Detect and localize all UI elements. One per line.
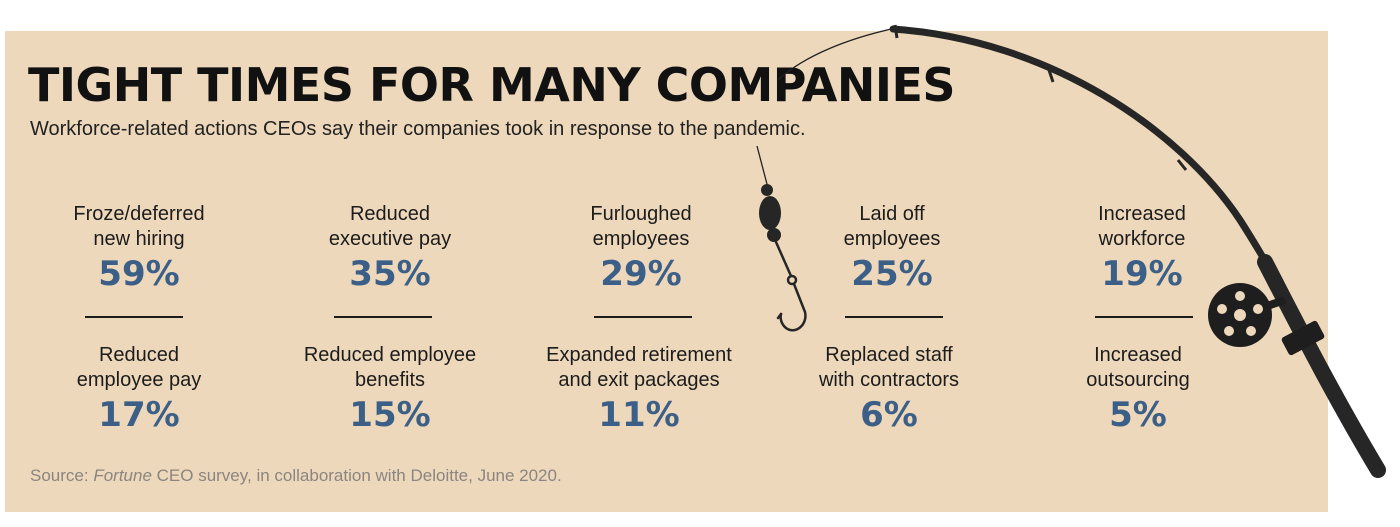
stat-value: 35% <box>349 254 431 294</box>
source-prefix: Source: <box>30 466 94 485</box>
fishing-reel-icon <box>1208 283 1287 347</box>
infographic-panel <box>5 31 1328 512</box>
stat-furloughed: Furloughed employees 29% <box>521 202 761 294</box>
divider <box>85 316 183 318</box>
stat-value: 29% <box>600 254 682 294</box>
fishing-rod-icon <box>889 24 1386 478</box>
stat-label: Increased workforce <box>1098 203 1186 250</box>
stat-label: Expanded retirement and exit packages <box>546 344 732 391</box>
source-note: Source: Fortune CEO survey, in collabora… <box>30 466 562 486</box>
stat-label: Furloughed employees <box>590 203 692 250</box>
divider <box>334 316 432 318</box>
divider <box>845 316 943 318</box>
stat-value: 6% <box>860 395 918 435</box>
stat-reduced-benefits: Reduced employee benefits 15% <box>270 343 510 435</box>
divider <box>594 316 692 318</box>
stat-value: 59% <box>98 254 180 294</box>
stat-reduced-employee-pay: Reduced employee pay 17% <box>19 343 259 435</box>
divider <box>1095 316 1193 318</box>
stat-increased-outsourcing: Increased outsourcing 5% <box>1018 343 1258 435</box>
stat-replaced-staff: Replaced staff with contractors 6% <box>769 343 1009 435</box>
page-title: TIGHT TIMES FOR MANY COMPANIES <box>28 58 956 112</box>
bobber-icon <box>759 184 781 242</box>
fishing-hook-icon <box>774 240 807 332</box>
source-suffix: CEO survey, in collaboration with Deloit… <box>151 466 562 485</box>
stat-value: 19% <box>1101 254 1183 294</box>
stat-froze-hiring: Froze/deferred new hiring 59% <box>19 202 259 294</box>
stat-label: Increased outsourcing <box>1086 344 1190 391</box>
stat-increased-workforce: Increased workforce 19% <box>1022 202 1262 294</box>
stat-reduced-exec-pay: Reduced executive pay 35% <box>270 202 510 294</box>
fishing-line-lower <box>756 145 769 189</box>
stat-value: 11% <box>598 395 680 435</box>
stat-value: 15% <box>349 395 431 435</box>
source-publication: Fortune <box>93 466 152 485</box>
stat-laid-off: Laid off employees 25% <box>772 202 1012 294</box>
stat-label: Reduced employee benefits <box>303 344 477 391</box>
stat-label: Reduced employee pay <box>76 344 202 391</box>
stat-value: 25% <box>851 254 933 294</box>
stat-label: Froze/deferred new hiring <box>73 203 205 250</box>
stat-label: Replaced staff with contractors <box>818 344 960 391</box>
stat-label: Laid off employees <box>843 203 941 250</box>
page-subtitle: Workforce-related actions CEOs say their… <box>30 118 806 140</box>
stat-value: 17% <box>98 395 180 435</box>
stat-label: Reduced executive pay <box>328 203 452 250</box>
stat-value: 5% <box>1109 395 1167 435</box>
fishing-line <box>777 27 897 81</box>
stat-expanded-retirement: Expanded retirement and exit packages 11… <box>519 343 759 435</box>
